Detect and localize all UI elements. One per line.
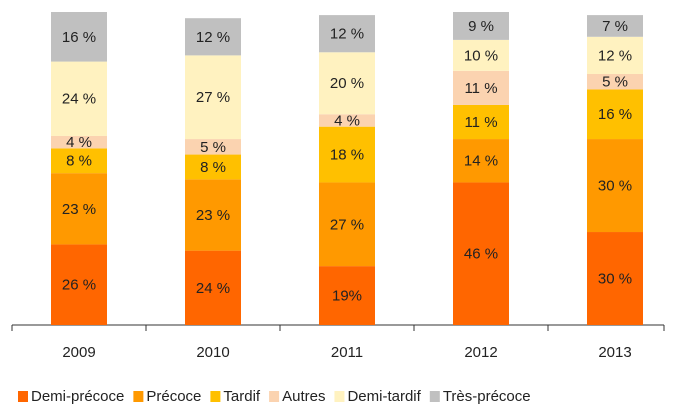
bar-segment xyxy=(453,39,509,71)
value-label: 30 % xyxy=(598,178,632,195)
bar-segment xyxy=(587,36,643,74)
value-label: 26 % xyxy=(62,277,96,294)
value-label: 10 % xyxy=(464,47,498,64)
value-label: 16 % xyxy=(598,106,632,123)
value-label: 5 % xyxy=(200,139,226,156)
bar-segment xyxy=(185,250,241,325)
bar-segment xyxy=(51,148,107,174)
value-label: 11 % xyxy=(464,114,497,131)
value-label: 19% xyxy=(332,288,362,305)
value-label: 27 % xyxy=(196,89,230,106)
x-tick-label: 2011 xyxy=(331,344,363,361)
legend-swatch xyxy=(429,391,440,402)
bar-segment xyxy=(453,139,509,183)
bar-segment xyxy=(453,182,509,325)
legend-label: Demi-tardif xyxy=(347,388,421,405)
bar-segment xyxy=(319,126,375,183)
value-label: 12 % xyxy=(196,29,230,46)
value-label: 16 % xyxy=(62,29,96,46)
value-label: 11 % xyxy=(464,80,497,97)
value-label: 4 % xyxy=(334,112,360,129)
bar-segment xyxy=(587,232,643,325)
value-label: 23 % xyxy=(196,207,230,224)
bar-segment xyxy=(587,139,643,233)
x-tick-label: 2009 xyxy=(62,344,95,361)
value-label: 30 % xyxy=(598,270,632,287)
bar-segment xyxy=(587,89,643,140)
bar-segment xyxy=(51,244,107,325)
bar-segment xyxy=(51,135,107,149)
value-label: 27 % xyxy=(330,216,364,233)
bar-segment xyxy=(51,12,107,62)
bar-segment xyxy=(453,104,509,140)
bar-segment xyxy=(319,114,375,127)
bar-segment xyxy=(185,179,241,251)
bar-segment xyxy=(319,15,375,53)
bar-segment xyxy=(185,139,241,155)
value-label: 14 % xyxy=(464,153,498,170)
value-label: 24 % xyxy=(62,91,96,108)
value-label: 5 % xyxy=(602,74,628,91)
legend-label: Autres xyxy=(282,388,325,405)
value-label: 8 % xyxy=(66,153,92,170)
legend-swatch xyxy=(210,391,221,402)
bar-segment xyxy=(453,70,509,105)
value-label: 18 % xyxy=(330,147,364,164)
bar-segment xyxy=(319,52,375,115)
value-label: 46 % xyxy=(464,246,498,263)
legend-label: Tardif xyxy=(223,388,261,405)
legend-swatch xyxy=(18,391,28,402)
legend-label: Précoce xyxy=(146,388,201,405)
value-label: 20 % xyxy=(330,75,364,92)
x-tick-label: 2013 xyxy=(598,344,631,361)
value-label: 8 % xyxy=(200,159,226,176)
legend-swatch xyxy=(269,391,280,402)
bar-segment xyxy=(51,61,107,136)
bar-segment xyxy=(51,173,107,245)
legend-label: Demi-précoce xyxy=(31,388,124,405)
bar-segment xyxy=(319,182,375,267)
legend-swatch xyxy=(334,391,345,402)
value-label: 12 % xyxy=(330,26,364,43)
value-label: 23 % xyxy=(62,201,96,218)
value-label: 9 % xyxy=(468,18,494,35)
legend-swatch xyxy=(133,391,144,402)
bar-segment xyxy=(319,266,375,325)
bar-segment xyxy=(185,55,241,140)
bar-segment xyxy=(587,15,643,37)
value-label: 12 % xyxy=(598,47,632,64)
x-tick-label: 2012 xyxy=(464,344,497,361)
bar-segment xyxy=(587,73,643,90)
value-label: 7 % xyxy=(602,18,628,35)
legend-label: Très-précoce xyxy=(443,388,531,405)
x-tick-label: 2010 xyxy=(196,344,229,361)
value-label: 24 % xyxy=(196,280,230,297)
bar-segment xyxy=(185,18,241,56)
bar-segment xyxy=(453,12,509,40)
bar-segment xyxy=(185,154,241,180)
value-label: 4 % xyxy=(66,134,92,151)
